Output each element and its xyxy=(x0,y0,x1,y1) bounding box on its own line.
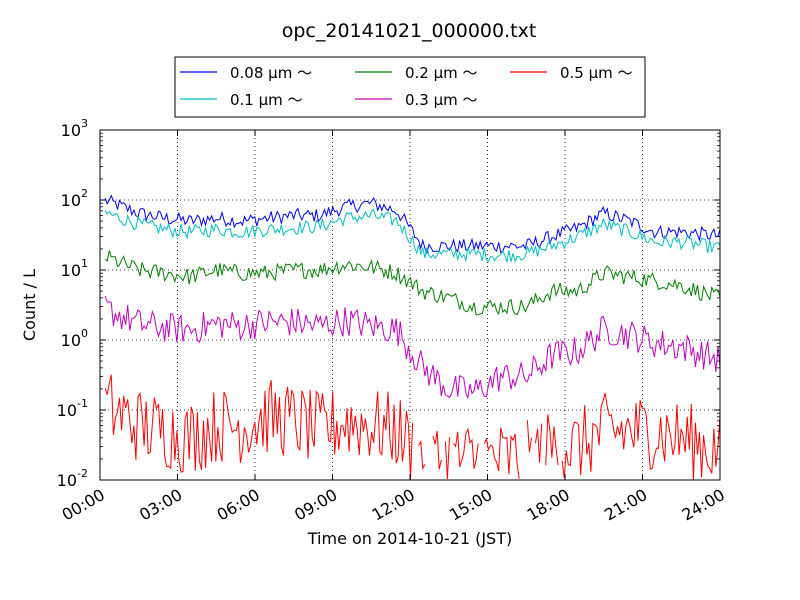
legend: 0.08 μm ～ 0.1 μm ～ 0.2 μm ～ 0.3 μm ～ 0.5 μm … xyxy=(174,56,646,118)
legend-label: 0.08 μm ～ xyxy=(230,64,312,82)
series-line xyxy=(104,374,721,481)
y-tick-label: 10-1 xyxy=(57,397,88,420)
series-line xyxy=(104,208,721,263)
series-lines xyxy=(104,194,721,481)
legend-label: 0.5 μm ～ xyxy=(560,64,633,82)
y-tick-label: 100 xyxy=(61,327,88,350)
y-tick-label: 102 xyxy=(61,187,88,210)
grid xyxy=(100,130,720,480)
y-tick-labels: 10-2 10-1 100 101 102 103 xyxy=(57,117,88,490)
legend-label: 0.1 μm ～ xyxy=(230,91,303,109)
y-tick-label: 10-2 xyxy=(57,467,88,490)
y-axis-label: Count / L xyxy=(20,269,39,341)
series-line xyxy=(104,295,721,400)
ticks xyxy=(99,129,721,481)
legend-label: 0.3 μm ～ xyxy=(405,91,478,109)
series-line xyxy=(104,250,721,316)
y-tick-label: 101 xyxy=(61,257,88,280)
series-line xyxy=(104,194,721,255)
y-tick-label: 103 xyxy=(61,117,88,140)
chart-title: opc_20141021_000000.txt xyxy=(282,20,537,42)
x-axis-label: Time on 2014-10-21 (JST) xyxy=(307,529,512,548)
legend-box xyxy=(174,56,646,118)
legend-label: 0.2 μm ～ xyxy=(405,64,478,82)
